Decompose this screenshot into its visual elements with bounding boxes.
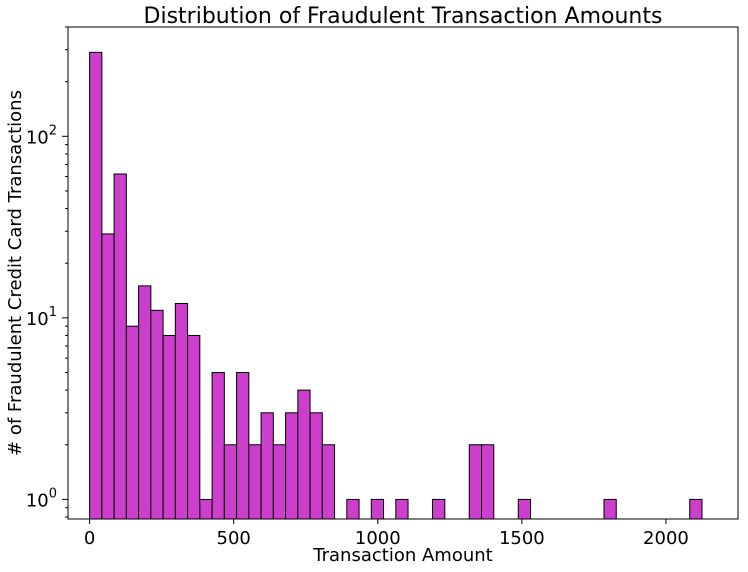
histogram-bar-4 [138, 285, 152, 520]
plot-frame [67, 26, 739, 520]
histogram-bar-12 [236, 372, 250, 520]
histogram-bar-1 [101, 233, 115, 520]
x-tick-label-3: 1500 [499, 528, 545, 549]
y-axis-label: # of Fraudulent Credit Card Transactions [5, 90, 26, 456]
x-tick-label-0: 0 [84, 528, 95, 549]
histogram-bar-23 [432, 498, 446, 520]
x-axis: 0 500 1000 1500 2000 [84, 519, 689, 549]
histogram-bar-3 [125, 325, 140, 520]
histogram-bar-10 [211, 372, 225, 520]
y-axis: 100 101 102 [26, 26, 68, 518]
histogram-bar-26 [517, 498, 532, 520]
histogram-bar-20 [346, 498, 360, 520]
x-tick-label-1: 500 [217, 528, 251, 549]
histogram-bar-28 [689, 498, 703, 520]
histogram-bar-7 [174, 302, 189, 520]
histogram-bar-14 [260, 412, 274, 520]
histogram-bar-6 [162, 334, 176, 520]
histogram-bar-19 [321, 444, 336, 520]
histogram-bar-25 [481, 444, 495, 520]
histogram-bar-11 [223, 444, 238, 520]
histogram-bar-16 [285, 412, 299, 520]
histogram-bar-15 [272, 444, 287, 520]
histogram-bar-21 [370, 498, 385, 520]
chart-title: Distribution of Fraudulent Transaction A… [144, 4, 663, 29]
histogram-bar-22 [395, 498, 409, 520]
x-tick-label-4: 2000 [643, 528, 689, 549]
histogram-bar-27 [603, 498, 617, 520]
x-tick-label-2: 1000 [355, 528, 401, 549]
x-axis-label: Transaction Amount [312, 545, 492, 566]
y-tick-label-0: 100 [26, 486, 57, 511]
plot-area [89, 51, 703, 520]
histogram-bar-18 [309, 412, 323, 520]
histogram-bar-13 [248, 444, 262, 520]
y-tick-label-1: 101 [26, 305, 57, 330]
histogram-bar-0 [89, 51, 103, 520]
histogram-bar-8 [187, 334, 201, 520]
histogram-bar-2 [113, 173, 127, 520]
histogram-bar-5 [150, 309, 164, 520]
histogram-bar-24 [468, 444, 483, 520]
histogram-bar-17 [297, 389, 311, 520]
histogram-bar-9 [199, 498, 213, 520]
y-tick-label-2: 102 [26, 123, 57, 148]
